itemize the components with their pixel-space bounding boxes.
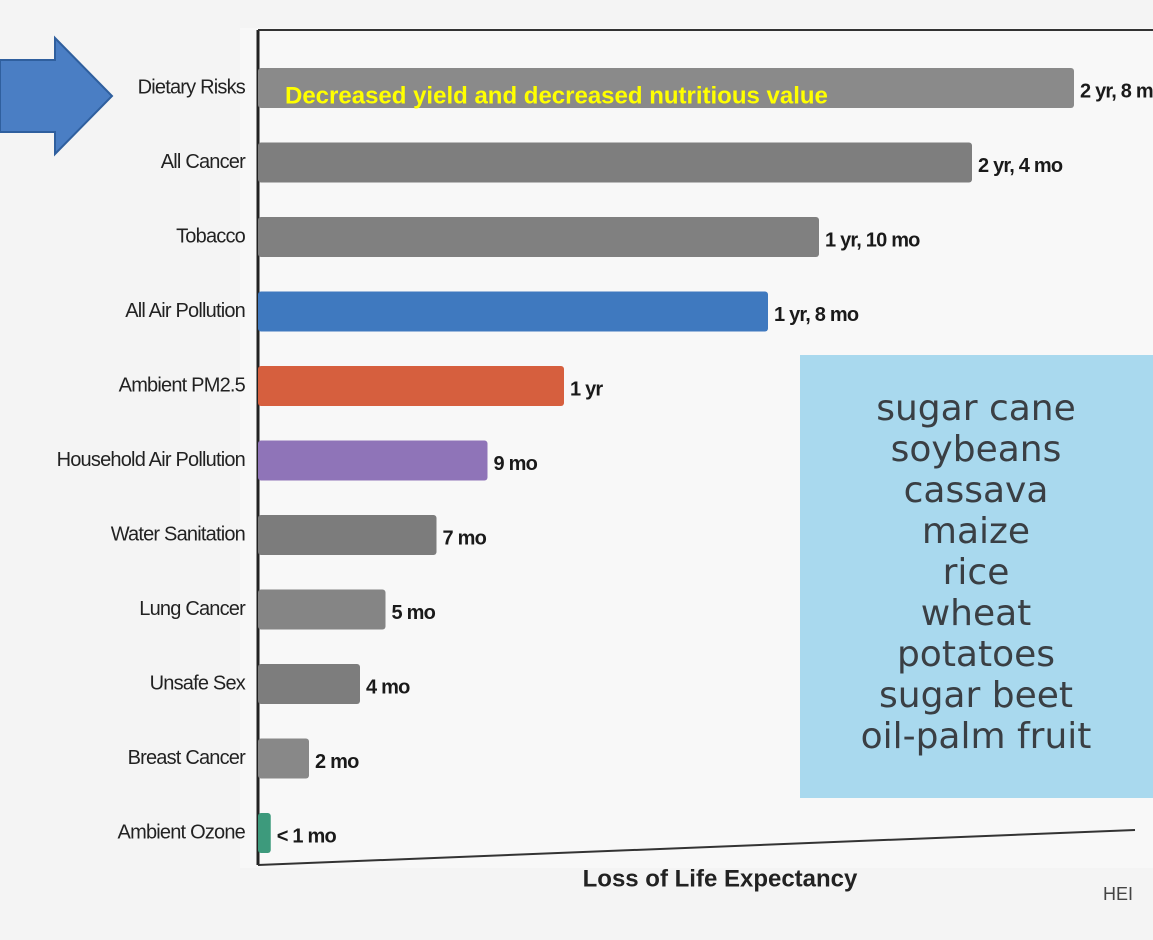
crop-name: sugar beet	[879, 675, 1073, 716]
bar	[258, 292, 768, 332]
bar	[258, 813, 271, 853]
value-label: 4 mo	[366, 676, 410, 698]
x-axis-label: Loss of Life Expectancy	[583, 865, 858, 892]
crop-name: cassava	[904, 470, 1049, 511]
bar	[258, 366, 564, 406]
category-label: Household Air Pollution	[57, 449, 245, 471]
annotation: Decreased yield and decreased nutritious…	[285, 82, 828, 109]
value-label: < 1 mo	[277, 825, 337, 847]
crop-name: rice	[943, 552, 1010, 593]
crop-name: wheat	[921, 593, 1032, 634]
source: HEI	[1103, 884, 1133, 904]
value-label: 5 mo	[392, 602, 436, 624]
category-label: Breast Cancer	[128, 747, 247, 769]
bar	[258, 515, 437, 555]
bar	[258, 739, 309, 779]
bar	[258, 590, 386, 630]
category-label: Ambient PM2.5	[119, 374, 246, 396]
category-label: All Air Pollution	[125, 300, 245, 322]
value-label: 1 yr	[570, 378, 603, 400]
crop-name: oil-palm fruit	[861, 716, 1092, 757]
bar	[258, 217, 819, 257]
value-label: 2 mo	[315, 751, 359, 773]
category-label: All Cancer	[161, 151, 246, 173]
chart: Dietary Risks 2 yr, 8 mo All Cancer 2 yr, 4…	[0, 0, 1153, 940]
crop-name: soybeans	[891, 429, 1062, 470]
value-label: 1 yr, 8 mo	[774, 304, 859, 326]
category-label: Ambient Ozone	[118, 821, 246, 843]
category-label: Dietary Risks	[138, 76, 246, 98]
page: Dietary Risks 2 yr, 8 mo All Cancer 2 yr, 4…	[0, 0, 1153, 940]
bar	[258, 441, 488, 481]
value-label: 1 yr, 10 mo	[825, 229, 920, 251]
category-label: Unsafe Sex	[150, 672, 246, 694]
value-label: 7 mo	[443, 527, 487, 549]
crop-name: maize	[922, 511, 1030, 552]
category-label: Water Sanitation	[111, 523, 245, 545]
value-label: 9 mo	[494, 453, 538, 475]
bar	[258, 143, 972, 183]
category-label: Tobacco	[176, 225, 246, 247]
value-label: 2 yr, 4 mo	[978, 155, 1063, 177]
crop-name: sugar cane	[876, 388, 1076, 429]
category-label: Lung Cancer	[139, 598, 246, 620]
value-label: 2 yr, 8 mo	[1080, 80, 1153, 102]
bar	[258, 664, 360, 704]
crop-name: potatoes	[897, 634, 1055, 675]
